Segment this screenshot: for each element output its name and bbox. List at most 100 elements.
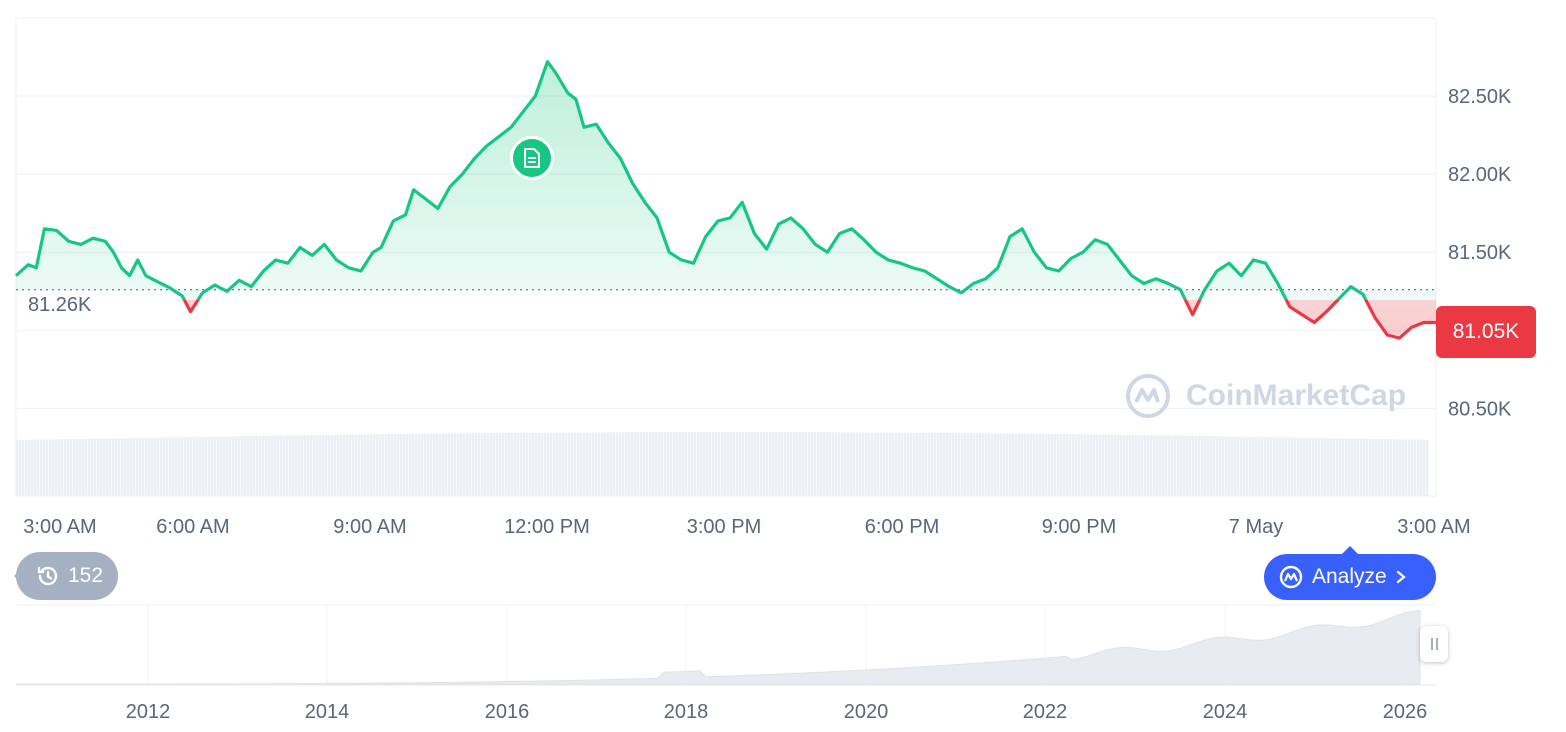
volume-bar — [1264, 437, 1267, 496]
volume-bar — [787, 432, 790, 496]
volume-bar — [631, 432, 634, 496]
volume-bar — [247, 436, 250, 496]
volume-bar — [76, 438, 79, 496]
volume-bar — [901, 432, 904, 496]
volume-bar — [358, 434, 361, 496]
volume-bar — [823, 432, 826, 496]
volume-bar — [706, 432, 709, 496]
volume-bar — [940, 432, 943, 496]
analyze-label: Analyze — [1312, 565, 1387, 588]
volume-bar — [1258, 436, 1261, 496]
volume-bar — [919, 432, 922, 496]
volume-bar — [172, 437, 175, 496]
volume-bar — [271, 435, 274, 496]
history-button[interactable]: 152 — [14, 552, 118, 600]
volume-bar — [1396, 439, 1399, 496]
volume-bar — [379, 434, 382, 496]
volume-bar — [727, 432, 730, 496]
volume-bar — [1378, 438, 1381, 496]
volume-bar — [844, 432, 847, 496]
volume-bar — [793, 432, 796, 496]
volume-bar — [937, 432, 940, 496]
volume-bar — [904, 432, 907, 496]
volume-bar — [889, 432, 892, 496]
overview-year-label: 2014 — [305, 701, 350, 723]
volume-bar — [292, 435, 295, 496]
volume-bar — [1045, 433, 1048, 496]
analyze-button[interactable]: Analyze — [1264, 546, 1436, 600]
volume-bar — [406, 433, 409, 496]
volume-bar — [460, 433, 463, 496]
y-tick-label: 80.50K — [1448, 398, 1512, 420]
volume-bar — [958, 433, 961, 496]
volume-bar — [274, 435, 277, 496]
volume-bar — [541, 432, 544, 496]
volume-bar — [757, 432, 760, 496]
volume-bar — [583, 432, 586, 496]
volume-bar — [349, 434, 352, 496]
y-axis-labels: 82.50K 82.00K 81.50K 80.50K — [1448, 86, 1512, 420]
volume-bar — [442, 433, 445, 496]
volume-bar — [1270, 437, 1273, 496]
overview-navigator[interactable]: 2012 2014 2016 2018 2020 2022 2024 2026 — [16, 604, 1436, 723]
volume-bar — [742, 432, 745, 496]
volume-bar — [883, 432, 886, 496]
volume-bar — [853, 432, 856, 496]
volume-bar — [685, 432, 688, 496]
volume-bar — [505, 432, 508, 496]
volume-bar — [1075, 434, 1078, 496]
volume-bar — [781, 432, 784, 496]
volume-bar — [1375, 438, 1378, 496]
volume-bar — [493, 433, 496, 496]
volume-bar — [1114, 434, 1117, 496]
volume-bar — [1036, 433, 1039, 496]
volume-bar — [1276, 437, 1279, 496]
volume-bar — [436, 433, 439, 496]
volume-bar — [643, 432, 646, 496]
volume-bar — [778, 432, 781, 496]
volume-bar — [1183, 435, 1186, 496]
volume-bar — [262, 435, 265, 496]
volume-bar — [463, 433, 466, 496]
volume-bar — [370, 434, 373, 496]
volume-bar — [232, 436, 235, 496]
volume-bars — [16, 432, 1429, 496]
volume-bar — [496, 433, 499, 496]
volume-bar — [520, 432, 523, 496]
volume-bar — [628, 432, 631, 496]
volume-bar — [403, 433, 406, 496]
volume-bar — [88, 438, 91, 496]
volume-bar — [1162, 435, 1165, 496]
volume-bar — [835, 432, 838, 496]
volume-bar — [118, 438, 121, 496]
volume-bar — [1009, 433, 1012, 496]
volume-bar — [1420, 439, 1423, 496]
volume-bar — [532, 432, 535, 496]
volume-bar — [1102, 434, 1105, 496]
x-tick-label: 3:00 AM — [23, 516, 96, 538]
volume-bar — [1069, 434, 1072, 496]
x-tick-label: 3:00 AM — [1397, 516, 1470, 538]
volume-bar — [856, 432, 859, 496]
volume-bar — [238, 436, 241, 496]
volume-bar — [691, 432, 694, 496]
volume-bar — [382, 434, 385, 496]
navigator-handle[interactable] — [1420, 626, 1448, 662]
volume-bar — [1132, 435, 1135, 496]
volume-bar — [487, 433, 490, 496]
volume-bar — [1354, 438, 1357, 496]
overview-year-label: 2016 — [485, 701, 530, 723]
volume-bar — [1135, 435, 1138, 496]
volume-bar — [205, 436, 208, 496]
volume-bar — [1168, 435, 1171, 496]
volume-bar — [55, 439, 58, 496]
volume-bar — [217, 436, 220, 496]
volume-bar — [1204, 436, 1207, 496]
volume-bar — [376, 434, 379, 496]
news-marker[interactable] — [510, 136, 554, 180]
volume-bar — [1096, 434, 1099, 496]
volume-bar — [967, 433, 970, 496]
volume-bar — [1417, 439, 1420, 496]
volume-bar — [715, 432, 718, 496]
